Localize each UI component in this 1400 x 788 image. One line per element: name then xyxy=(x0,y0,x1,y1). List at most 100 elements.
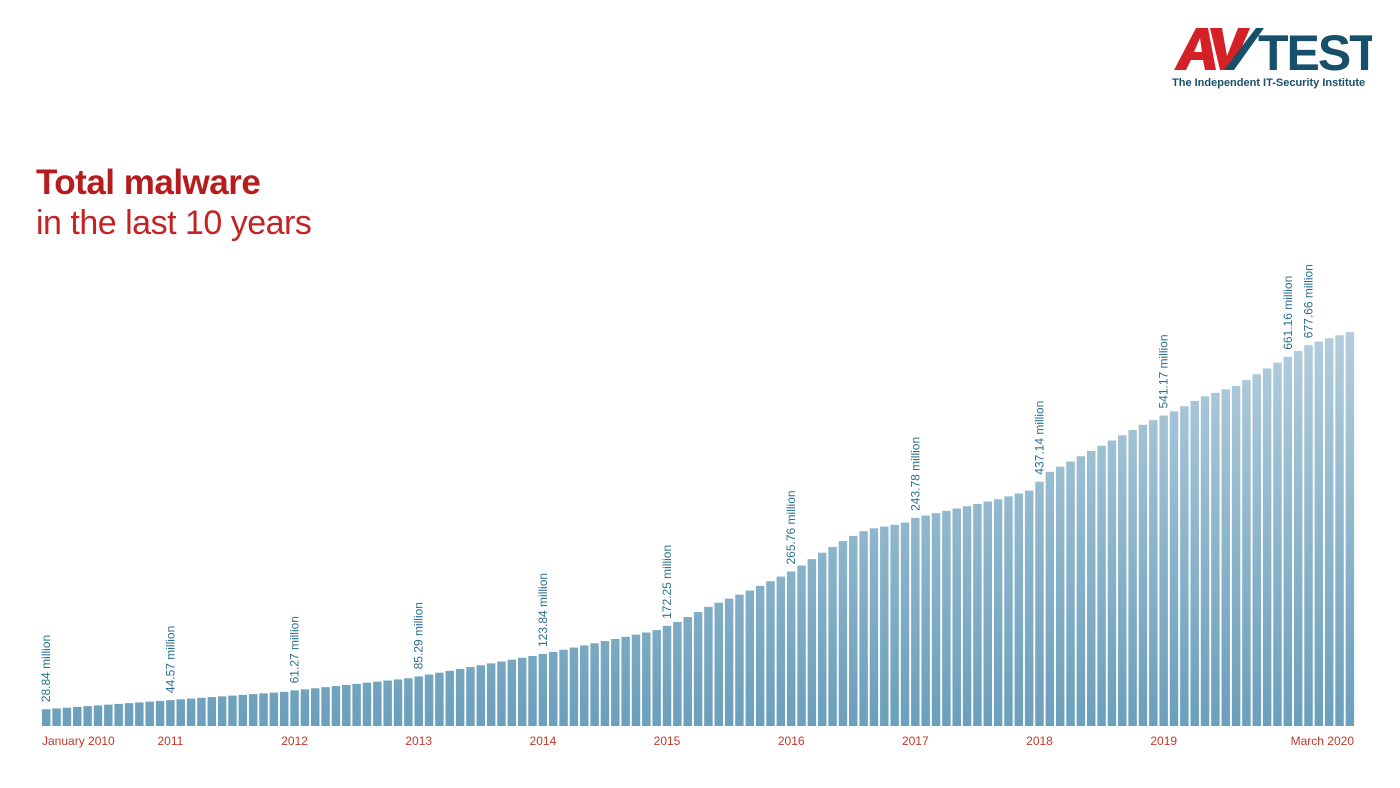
bar xyxy=(900,522,910,726)
bar xyxy=(145,701,154,726)
bar xyxy=(600,641,610,726)
bar xyxy=(73,706,82,726)
bar xyxy=(683,616,692,726)
bar xyxy=(186,698,196,726)
bar xyxy=(1180,406,1189,726)
bar xyxy=(476,665,486,726)
bar xyxy=(1128,430,1137,726)
bar xyxy=(890,524,899,726)
bar xyxy=(580,645,589,726)
bar xyxy=(662,625,672,726)
bar xyxy=(507,659,517,726)
bar xyxy=(104,704,113,726)
bar xyxy=(735,594,744,726)
bar xyxy=(248,694,258,726)
logo-a-hole xyxy=(1194,38,1202,52)
bar xyxy=(1211,392,1220,726)
av-test-logo: TEST xyxy=(1174,25,1372,81)
bar xyxy=(911,517,920,726)
bar xyxy=(745,590,755,726)
value-label: 28.84 million xyxy=(39,635,53,702)
bar xyxy=(1076,456,1086,726)
bar xyxy=(673,621,682,726)
logo-swoosh xyxy=(1224,28,1264,70)
value-label: 123.84 million xyxy=(536,573,550,647)
bar xyxy=(42,709,51,726)
bar xyxy=(528,655,537,726)
bar xyxy=(300,689,310,726)
bar xyxy=(569,647,579,726)
bar xyxy=(217,696,227,726)
bar xyxy=(114,703,123,726)
bar xyxy=(776,576,786,726)
bar xyxy=(383,680,392,726)
bar xyxy=(828,546,837,726)
bar xyxy=(497,661,506,726)
bars-group xyxy=(42,332,1355,726)
value-label: 44.57 million xyxy=(163,626,177,693)
bar xyxy=(1242,380,1251,726)
bar xyxy=(962,506,972,726)
bar xyxy=(311,688,320,726)
bar xyxy=(290,690,299,726)
value-label: 677.66 million xyxy=(1302,264,1316,338)
bar xyxy=(1149,420,1158,726)
value-label: 437.14 million xyxy=(1033,401,1047,475)
value-label: 541.17 million xyxy=(1157,334,1171,408)
bar xyxy=(797,565,806,726)
bar xyxy=(1221,389,1230,726)
bar xyxy=(424,674,434,726)
bar xyxy=(1345,332,1355,726)
bar xyxy=(1035,481,1044,726)
bar xyxy=(590,643,599,726)
bar xyxy=(1014,493,1024,726)
bar xyxy=(279,691,289,726)
bar xyxy=(755,585,765,726)
bar xyxy=(197,697,206,726)
bar xyxy=(362,682,372,726)
bar xyxy=(517,657,527,726)
bar xyxy=(486,663,496,726)
bar xyxy=(1314,341,1324,726)
x-tick-label: 2018 xyxy=(1026,734,1053,748)
bar xyxy=(859,531,868,726)
bar xyxy=(83,706,92,726)
x-tick-label: 2012 xyxy=(281,734,308,748)
bar xyxy=(1200,396,1210,726)
bar xyxy=(942,510,951,726)
value-label: 265.76 million xyxy=(784,490,798,564)
x-tick-label: 2015 xyxy=(654,734,681,748)
bar xyxy=(373,681,382,726)
bar xyxy=(135,702,144,726)
bar xyxy=(611,638,620,726)
bar xyxy=(269,692,279,726)
bar xyxy=(1190,400,1199,726)
bar xyxy=(766,581,775,726)
bar xyxy=(176,699,185,726)
x-tick-label: 2014 xyxy=(530,734,557,748)
bar xyxy=(435,672,444,726)
bar xyxy=(1107,440,1117,726)
bar xyxy=(259,693,268,726)
bar xyxy=(414,676,423,726)
bar xyxy=(155,700,165,726)
value-label: 172.25 million xyxy=(660,545,674,619)
bar xyxy=(704,606,713,726)
x-tick-label: 2016 xyxy=(778,734,805,748)
bar xyxy=(207,697,217,726)
logo-tagline: The Independent IT-Security Institute xyxy=(1172,77,1366,89)
bar xyxy=(331,686,341,726)
chart-subtitle: in the last 10 years xyxy=(36,204,312,242)
bar xyxy=(404,678,413,726)
bar xyxy=(1066,461,1075,726)
bar xyxy=(817,552,827,726)
bar xyxy=(921,515,930,726)
bar xyxy=(973,503,982,726)
bar xyxy=(321,687,330,726)
x-tick-label: 2013 xyxy=(405,734,432,748)
bar xyxy=(807,559,817,726)
bar xyxy=(238,694,248,726)
value-label: 661.16 million xyxy=(1281,276,1295,350)
bar xyxy=(1273,362,1282,726)
